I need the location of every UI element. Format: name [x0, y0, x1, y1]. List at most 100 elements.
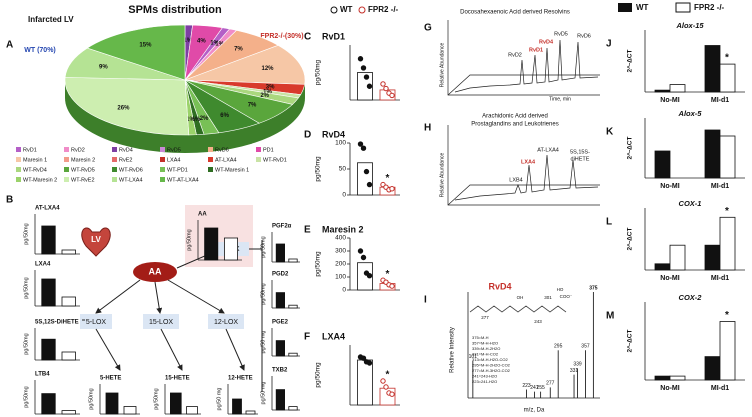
- peak-label: RvD1: [529, 47, 543, 53]
- legend-swatch: [112, 177, 117, 182]
- panel-letter: H: [424, 123, 431, 134]
- chart-title: Prostaglandins and Leukotrienes: [471, 122, 558, 128]
- legend-entry: RvD4: [119, 147, 133, 153]
- slice-label: 26%: [117, 105, 130, 111]
- panel-letter: L: [606, 217, 612, 228]
- bar: [357, 162, 373, 196]
- y-tick-label: 0: [342, 192, 346, 199]
- dot: [360, 65, 367, 71]
- chart-title: TXB2: [272, 368, 288, 374]
- ion-annotation: 339=M-H-2H2O: [472, 346, 500, 351]
- y-label: pg/50mg: [153, 388, 159, 409]
- significance: *: [725, 310, 729, 321]
- ion-annotation: 295=M-H-2H2O-CO2: [472, 363, 511, 368]
- slice-label: 1%: [192, 117, 201, 123]
- x-tick-label: No-MI: [660, 275, 679, 282]
- bar: [357, 262, 373, 291]
- panel-letter: K: [606, 127, 614, 138]
- dot: [389, 391, 395, 397]
- structure: [469, 305, 567, 313]
- peak-label: 339: [573, 362, 582, 368]
- peak-label: 101: [469, 354, 478, 360]
- bar: [275, 389, 286, 411]
- label: 15-LOX: [149, 319, 173, 326]
- label: WT (70%): [24, 47, 56, 54]
- legend-swatch: [16, 147, 21, 152]
- chart-title: COX-1: [679, 199, 702, 208]
- dot: [366, 83, 373, 89]
- label: 5-LOX: [86, 319, 107, 326]
- aa-box: [185, 205, 253, 267]
- panel-letter: E: [304, 225, 311, 236]
- bar: [61, 351, 76, 361]
- bar: [357, 359, 373, 406]
- ion-annotation: 313=M-H-H2O-CO2: [472, 357, 508, 362]
- chart-title: PGD2: [272, 272, 289, 278]
- slice-label: 12%: [261, 66, 274, 72]
- chart-title: Docosahexaenoic Acid derived Resolvins: [460, 10, 570, 16]
- legend-swatch: [64, 157, 69, 162]
- y-label: pg/50mg: [186, 229, 192, 250]
- significance: *: [725, 53, 729, 64]
- bar: [61, 249, 76, 255]
- dot: [357, 56, 364, 62]
- slice-label: 4%: [197, 39, 206, 45]
- bar: [61, 410, 76, 415]
- heart-icon: [81, 227, 111, 257]
- peak-label: RvD2: [508, 52, 522, 58]
- lox-box: [143, 314, 179, 329]
- label: LV: [91, 235, 101, 244]
- significance: *: [725, 206, 729, 217]
- bar: [704, 244, 721, 271]
- bar: [275, 292, 286, 309]
- y-label: 2^-ΔCT: [626, 137, 634, 160]
- bar: [719, 63, 736, 93]
- legend-entry: PD1: [263, 147, 274, 153]
- y-label: Relative Intensity: [450, 327, 456, 373]
- dot: [360, 145, 367, 151]
- peak-label: 331: [570, 368, 579, 374]
- chart-title: 15-HETE: [165, 376, 190, 382]
- bar: [41, 338, 56, 361]
- legend-entry: FPR2 -/-: [694, 3, 725, 12]
- chart-title: LXA4: [322, 331, 345, 341]
- bar: [669, 244, 686, 271]
- legend-swatch: [64, 177, 69, 182]
- bar: [105, 392, 119, 415]
- bar: [275, 243, 286, 263]
- bar: [41, 225, 56, 255]
- chart-title: RvD4: [488, 281, 511, 291]
- slice-label: 3%: [266, 84, 275, 90]
- legend-swatch: [64, 167, 69, 172]
- structure-label: 277: [481, 315, 489, 320]
- dot: [383, 85, 389, 92]
- peak-label: 241: [530, 385, 539, 391]
- pie-slice: [184, 44, 306, 85]
- panel-letter: G: [424, 23, 432, 34]
- legend-swatch: [256, 157, 261, 162]
- legend-entry: WT: [636, 3, 649, 12]
- y-label: pg/50mg: [23, 386, 29, 407]
- bar: [245, 410, 256, 415]
- slice-label: 15%: [139, 42, 152, 48]
- dot: [360, 254, 367, 261]
- legend-swatch: [160, 177, 165, 182]
- structure-label: COO⁻: [560, 294, 573, 299]
- panel-letter: A: [6, 40, 13, 51]
- y-tick-label: 300: [335, 248, 346, 255]
- legend-swatch: [208, 147, 213, 152]
- chart-title: LXA4: [35, 262, 51, 268]
- y-label: pg/50mg: [260, 283, 266, 304]
- chromatogram-g: [447, 20, 600, 96]
- bar: [704, 129, 721, 179]
- legend-swatch: [256, 147, 261, 152]
- legend-entry: WT-AT-LXA4: [167, 177, 199, 183]
- significance: *: [386, 269, 390, 280]
- chart-title: AA: [198, 212, 207, 218]
- legend-entry: AT-LXA4: [215, 157, 237, 163]
- chart-title: LTB4: [35, 372, 50, 378]
- legend-swatch: [208, 167, 213, 172]
- y-label: Relative Abundance: [439, 43, 445, 88]
- slice-label: 1%: [183, 38, 192, 44]
- dot: [363, 74, 370, 80]
